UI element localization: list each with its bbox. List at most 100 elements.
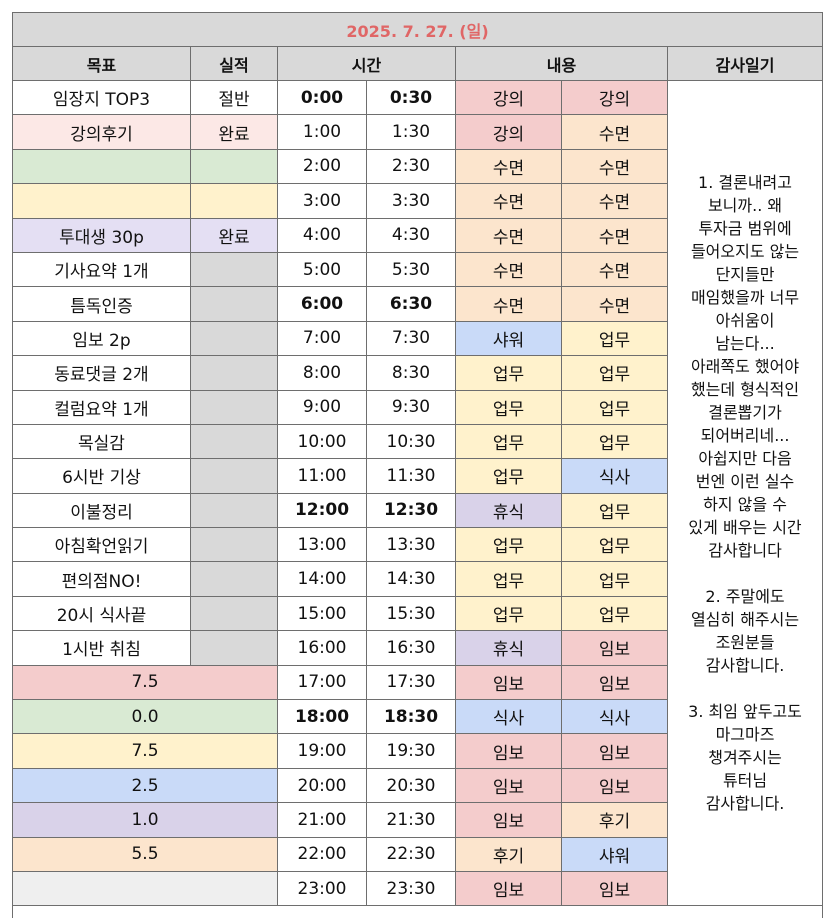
- result-cell[interactable]: [190, 251, 278, 288]
- content-cell-b[interactable]: 업무: [561, 595, 668, 632]
- result-cell[interactable]: 완료: [190, 114, 278, 150]
- goal-cell[interactable]: 이불정리: [12, 492, 191, 529]
- content-cell-b[interactable]: 수면: [561, 114, 668, 150]
- result-cell[interactable]: [190, 320, 278, 357]
- content-cell-b[interactable]: 업무: [561, 492, 668, 529]
- result-cell[interactable]: [190, 561, 278, 597]
- time-end-cell[interactable]: 7:30: [366, 320, 456, 357]
- time-start-cell[interactable]: 11:00: [277, 458, 367, 494]
- time-end-cell[interactable]: 1:30: [366, 114, 456, 150]
- time-start-cell[interactable]: 8:00: [277, 355, 367, 391]
- content-cell-a[interactable]: 임보: [455, 802, 562, 838]
- content-cell-a[interactable]: 업무: [455, 458, 562, 494]
- score-cell[interactable]: [12, 870, 278, 907]
- result-cell[interactable]: [190, 423, 278, 460]
- header-result[interactable]: 실적: [190, 46, 278, 81]
- score-cell[interactable]: 5.5: [12, 836, 278, 872]
- time-end-cell[interactable]: 8:30: [366, 355, 456, 391]
- result-cell[interactable]: [190, 286, 278, 322]
- result-cell[interactable]: [190, 148, 278, 185]
- content-cell-b[interactable]: 임보: [561, 767, 668, 804]
- time-end-cell[interactable]: 9:30: [366, 389, 456, 425]
- score-cell[interactable]: 7.5: [12, 664, 278, 701]
- content-cell-a[interactable]: 수면: [455, 251, 562, 288]
- content-cell-b[interactable]: 수면: [561, 183, 668, 219]
- time-end-cell[interactable]: 15:30: [366, 595, 456, 632]
- time-end-cell[interactable]: 22:30: [366, 836, 456, 872]
- time-start-cell[interactable]: 9:00: [277, 389, 367, 425]
- result-cell[interactable]: 절반: [190, 79, 278, 116]
- content-cell-a[interactable]: 임보: [455, 870, 562, 907]
- time-end-cell[interactable]: 10:30: [366, 423, 456, 460]
- content-cell-a[interactable]: 휴식: [455, 630, 562, 666]
- time-end-cell[interactable]: 21:30: [366, 802, 456, 838]
- result-cell[interactable]: [190, 595, 278, 632]
- time-start-cell[interactable]: 17:00: [277, 664, 367, 701]
- content-cell-a[interactable]: 식사: [455, 699, 562, 735]
- time-start-cell[interactable]: 2:00: [277, 148, 367, 185]
- content-cell-b[interactable]: 임보: [561, 870, 668, 907]
- time-start-cell[interactable]: 15:00: [277, 595, 367, 632]
- time-start-cell[interactable]: 5:00: [277, 251, 367, 288]
- header-diary[interactable]: 감사일기: [666, 46, 824, 81]
- time-end-cell[interactable]: 11:30: [366, 458, 456, 494]
- score-cell[interactable]: 2.5: [12, 767, 278, 804]
- result-cell[interactable]: [190, 389, 278, 425]
- goal-cell[interactable]: [12, 148, 191, 185]
- header-goal[interactable]: 목표: [12, 46, 191, 81]
- content-cell-b[interactable]: 업무: [561, 355, 668, 391]
- content-cell-b[interactable]: 식사: [561, 458, 668, 494]
- content-cell-a[interactable]: 임보: [455, 664, 562, 701]
- content-cell-b[interactable]: 후기: [561, 802, 668, 838]
- time-start-cell[interactable]: 3:00: [277, 183, 367, 219]
- time-start-cell[interactable]: 12:00: [277, 492, 367, 529]
- content-cell-b[interactable]: 수면: [561, 148, 668, 185]
- content-cell-b[interactable]: 임보: [561, 664, 668, 701]
- goal-cell[interactable]: 투대생 30p: [12, 217, 191, 253]
- result-cell[interactable]: [190, 492, 278, 529]
- time-start-cell[interactable]: 7:00: [277, 320, 367, 357]
- content-cell-b[interactable]: 수면: [561, 286, 668, 322]
- header-content[interactable]: 내용: [455, 46, 668, 81]
- time-start-cell[interactable]: 14:00: [277, 561, 367, 597]
- goal-cell[interactable]: 동료댓글 2개: [12, 355, 191, 391]
- time-end-cell[interactable]: 3:30: [366, 183, 456, 219]
- time-start-cell[interactable]: 23:00: [277, 870, 367, 907]
- content-cell-a[interactable]: 업무: [455, 355, 562, 391]
- goal-cell[interactable]: 임보 2p: [12, 320, 191, 357]
- time-start-cell[interactable]: 0:00: [277, 79, 367, 116]
- time-end-cell[interactable]: 0:30: [366, 79, 456, 116]
- content-cell-a[interactable]: 강의: [455, 114, 562, 150]
- content-cell-a[interactable]: 업무: [455, 595, 562, 632]
- content-cell-b[interactable]: 수면: [561, 217, 668, 253]
- goal-cell[interactable]: [12, 183, 191, 219]
- result-cell[interactable]: [190, 183, 278, 219]
- time-end-cell[interactable]: 23:30: [366, 870, 456, 907]
- content-cell-a[interactable]: 업무: [455, 389, 562, 425]
- content-cell-a[interactable]: 임보: [455, 767, 562, 804]
- result-cell[interactable]: [190, 458, 278, 494]
- time-end-cell[interactable]: 5:30: [366, 251, 456, 288]
- content-cell-b[interactable]: 업무: [561, 389, 668, 425]
- goal-cell[interactable]: 1시반 취침: [12, 630, 191, 666]
- content-cell-b[interactable]: 수면: [561, 251, 668, 288]
- score-cell[interactable]: 7.5: [12, 733, 278, 769]
- content-cell-a[interactable]: 수면: [455, 183, 562, 219]
- time-end-cell[interactable]: 19:30: [366, 733, 456, 769]
- header-time[interactable]: 시간: [277, 46, 456, 81]
- time-end-cell[interactable]: 16:30: [366, 630, 456, 666]
- content-cell-b[interactable]: 업무: [561, 423, 668, 460]
- time-end-cell[interactable]: 2:30: [366, 148, 456, 185]
- goal-cell[interactable]: 아침확언읽기: [12, 527, 191, 563]
- time-end-cell[interactable]: 12:30: [366, 492, 456, 529]
- time-start-cell[interactable]: 21:00: [277, 802, 367, 838]
- goal-cell[interactable]: 틈독인증: [12, 286, 191, 322]
- time-end-cell[interactable]: 6:30: [366, 286, 456, 322]
- time-end-cell[interactable]: 20:30: [366, 767, 456, 804]
- time-start-cell[interactable]: 6:00: [277, 286, 367, 322]
- time-start-cell[interactable]: 13:00: [277, 527, 367, 563]
- content-cell-a[interactable]: 업무: [455, 527, 562, 563]
- content-cell-a[interactable]: 수면: [455, 148, 562, 185]
- content-cell-b[interactable]: 업무: [561, 320, 668, 357]
- goal-cell[interactable]: 컬럼요약 1개: [12, 389, 191, 425]
